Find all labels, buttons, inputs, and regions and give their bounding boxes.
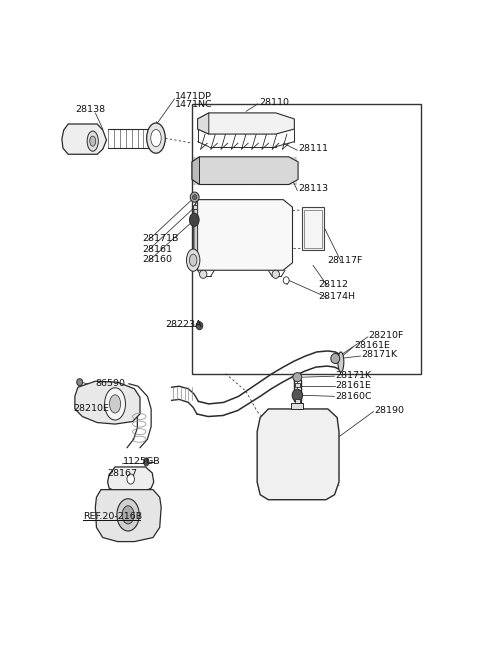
- Bar: [304, 210, 322, 248]
- Bar: [295, 400, 300, 403]
- Text: 28171B: 28171B: [142, 234, 178, 244]
- Ellipse shape: [109, 395, 120, 413]
- Text: 1471DP: 1471DP: [175, 92, 212, 102]
- Ellipse shape: [90, 136, 96, 146]
- Text: 1471NC: 1471NC: [175, 100, 212, 109]
- Polygon shape: [194, 200, 292, 271]
- Text: 28110: 28110: [259, 98, 289, 107]
- Ellipse shape: [127, 474, 134, 484]
- Text: 1125GB: 1125GB: [122, 457, 160, 466]
- Ellipse shape: [105, 388, 125, 420]
- Polygon shape: [198, 113, 294, 134]
- Ellipse shape: [338, 352, 344, 372]
- Ellipse shape: [293, 373, 302, 382]
- Ellipse shape: [190, 254, 197, 266]
- Ellipse shape: [292, 389, 302, 402]
- Text: 28190: 28190: [374, 406, 404, 415]
- Ellipse shape: [151, 130, 161, 147]
- Text: 28117F: 28117F: [327, 255, 362, 265]
- Text: 28112: 28112: [319, 280, 348, 289]
- Text: 86590: 86590: [96, 379, 125, 388]
- Ellipse shape: [186, 249, 200, 271]
- Text: REF.20-216B: REF.20-216B: [83, 512, 142, 521]
- Text: 28160C: 28160C: [335, 392, 372, 401]
- Polygon shape: [257, 409, 339, 500]
- Text: 28160: 28160: [142, 255, 172, 264]
- Ellipse shape: [122, 506, 134, 524]
- Ellipse shape: [77, 379, 83, 386]
- Ellipse shape: [196, 322, 203, 329]
- Polygon shape: [194, 200, 198, 271]
- Polygon shape: [192, 157, 200, 185]
- Polygon shape: [198, 113, 209, 134]
- Polygon shape: [96, 490, 161, 542]
- Ellipse shape: [190, 214, 199, 227]
- Ellipse shape: [87, 131, 98, 151]
- Text: 28171K: 28171K: [361, 350, 397, 360]
- Ellipse shape: [147, 123, 165, 153]
- Bar: [192, 104, 421, 373]
- Text: 28210E: 28210E: [73, 404, 109, 413]
- Ellipse shape: [117, 498, 139, 531]
- Text: 28210F: 28210F: [369, 331, 404, 341]
- Ellipse shape: [192, 195, 197, 200]
- Text: 28161E: 28161E: [335, 381, 371, 390]
- Polygon shape: [75, 381, 140, 424]
- Ellipse shape: [190, 192, 199, 202]
- Bar: [193, 204, 197, 209]
- Text: 28111: 28111: [298, 143, 328, 153]
- Ellipse shape: [144, 458, 149, 466]
- Ellipse shape: [272, 271, 279, 278]
- Polygon shape: [302, 207, 324, 250]
- Text: 28167: 28167: [108, 469, 138, 478]
- Text: 28223A: 28223A: [165, 320, 202, 329]
- Text: 28161: 28161: [142, 244, 172, 253]
- Bar: [295, 383, 300, 387]
- Text: 28113: 28113: [298, 184, 328, 193]
- Polygon shape: [192, 157, 298, 185]
- Ellipse shape: [283, 277, 289, 284]
- Polygon shape: [108, 467, 154, 491]
- Text: 28138: 28138: [76, 105, 106, 115]
- Polygon shape: [62, 124, 107, 155]
- Text: 28171K: 28171K: [335, 371, 372, 380]
- Text: 28161E: 28161E: [354, 341, 390, 350]
- Ellipse shape: [331, 354, 340, 364]
- Text: 28174H: 28174H: [319, 292, 356, 301]
- Bar: [291, 403, 302, 409]
- Ellipse shape: [200, 271, 207, 278]
